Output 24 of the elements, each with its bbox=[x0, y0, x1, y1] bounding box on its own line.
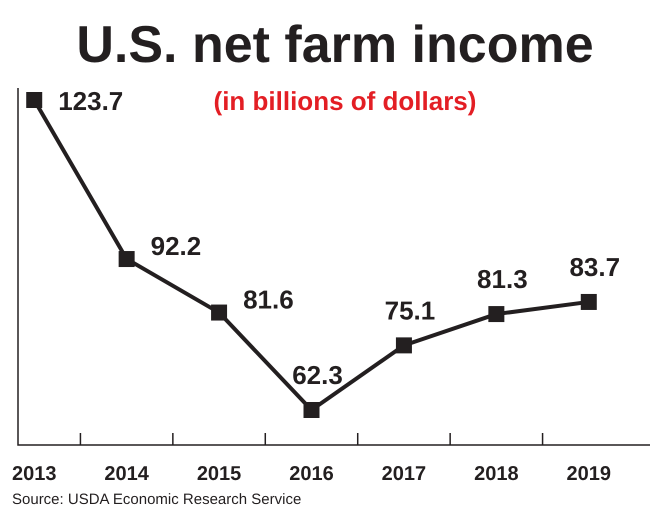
point bbox=[26, 92, 42, 108]
point bbox=[396, 337, 412, 354]
data-label: 81.6 bbox=[243, 284, 294, 315]
point bbox=[211, 304, 228, 321]
x-tick-label: 2015 bbox=[196, 463, 242, 485]
point bbox=[304, 402, 320, 418]
x-tick-label: 2019 bbox=[566, 463, 612, 485]
point bbox=[488, 306, 504, 322]
point bbox=[118, 251, 135, 268]
x-tick-label: 2016 bbox=[289, 463, 334, 485]
x-tick-label: 2014 bbox=[104, 463, 150, 485]
data-label: 75.1 bbox=[384, 295, 436, 326]
data-label: 123.7 bbox=[58, 86, 124, 116]
source-note: Source: USDA Economic Research Service bbox=[12, 491, 302, 508]
data-label: 83.7 bbox=[569, 252, 620, 282]
point bbox=[580, 294, 597, 310]
x-tick-label: 2017 bbox=[382, 463, 426, 485]
x-tick-label: 2013 bbox=[12, 463, 56, 485]
data-label: 81.3 bbox=[477, 264, 528, 294]
data-label: 62.3 bbox=[292, 360, 343, 390]
data-label: 92.2 bbox=[150, 231, 202, 262]
chart-title: U.S. net farm income bbox=[76, 16, 594, 74]
x-tick-label: 2018 bbox=[474, 463, 519, 485]
chart-subtitle: (in billions of dollars) bbox=[214, 86, 476, 116]
